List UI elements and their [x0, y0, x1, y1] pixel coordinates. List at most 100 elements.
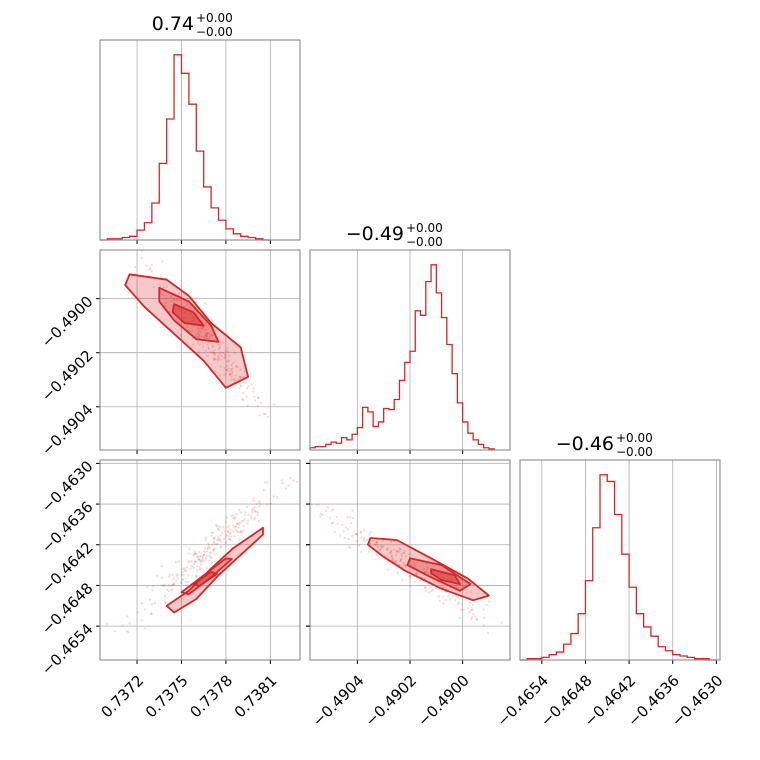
corner-3-2-sample-point — [414, 564, 417, 567]
corner-3-2-sample-point — [375, 540, 379, 543]
corner-2-1-sample-point — [175, 298, 178, 301]
corner-3-1-sample-point — [201, 558, 204, 561]
corner-2-1-sample-point — [149, 267, 152, 270]
corner-3-2-sample-point — [359, 536, 363, 539]
corner-3-1-sample-point — [170, 589, 173, 592]
corner-3-1-sample-point — [187, 561, 191, 564]
corner-3-1-sample-point — [256, 513, 259, 516]
corner-3-1-sample-point — [136, 611, 139, 614]
corner-2-1-sample-point — [196, 341, 199, 344]
corner-2-1-sample-point — [205, 332, 208, 335]
corner-2-1-contour-level-3 — [171, 303, 205, 327]
corner-2-1-sample-point — [231, 370, 234, 373]
diagonal-3-title: −0.46 +0.00−0.00 — [556, 431, 653, 459]
corner-3-1-sample-point — [238, 531, 241, 534]
corner-3-2-sample-point — [413, 561, 416, 564]
corner-3-1-sample-point — [217, 536, 220, 539]
corner-3-1-sample-point — [227, 538, 231, 541]
corner-3-1-sample-point — [296, 480, 299, 483]
corner-3-1-sample-point — [250, 511, 254, 514]
corner-3-1-sample-point — [163, 583, 166, 586]
corner-3-1-sample-point — [163, 594, 167, 598]
corner-3-1-sample-point — [234, 528, 237, 531]
corner-3-1-sample-point — [188, 548, 191, 551]
corner-3-2-sample-point — [326, 506, 329, 509]
corner-3-1-sample-point — [160, 576, 164, 579]
corner-2-1-sample-point — [231, 362, 235, 365]
corner-3-2-sample-point — [355, 533, 358, 536]
corner-3-1-sample-point — [193, 560, 196, 563]
corner-2-1-sample-point — [205, 334, 208, 337]
corner-2-1-sample-point — [228, 354, 231, 357]
corner-2-1-sample-point — [237, 365, 240, 369]
corner-3-1-sample-point — [240, 530, 243, 534]
corner-3-2-sample-point — [409, 574, 412, 578]
corner-3-1-sample-point — [210, 534, 213, 537]
corner-2-1-sample-point — [192, 343, 195, 346]
corner-2-1-sample-point — [196, 332, 199, 335]
corner-3-1-sample-point — [210, 561, 213, 564]
corner-2-1-sample-point — [173, 299, 176, 302]
corner-2-1-sample-point — [233, 378, 236, 381]
corner-3-1-sample-point — [258, 500, 261, 503]
corner-3-1-sample-point — [207, 542, 210, 545]
corner-2-1-sample-point — [213, 338, 216, 341]
corner-3-1-sample-point — [205, 567, 208, 570]
diagonal-2-title-plus: +0.00 — [406, 221, 443, 235]
corner-3-2-sample-point — [423, 586, 427, 589]
corner-3-1-sample-point — [160, 565, 163, 568]
corner-3-1-sample-point — [162, 584, 165, 587]
corner-3-2-sample-point — [388, 551, 391, 554]
corner-3-2-sample-point — [435, 587, 438, 590]
corner-3-1-sample-point — [230, 514, 233, 517]
corner-3-1-sample-point — [187, 560, 190, 563]
corner-3-2-sample-point — [448, 586, 452, 590]
corner-3-1-sample-point — [217, 525, 220, 528]
corner-3-2-sample-point — [390, 550, 393, 553]
corner-3-2-sample-point — [358, 544, 361, 547]
corner-2-1-sample-point — [207, 347, 210, 350]
corner-3-1-sample-point — [225, 526, 228, 529]
corner-3-2-sample-point — [394, 560, 397, 563]
corner-3-1-sample-point — [201, 555, 205, 559]
corner-3-1-sample-point — [212, 540, 215, 543]
corner-3-2-sample-point — [366, 538, 369, 541]
corner-2-1-sample-point — [148, 268, 151, 271]
corner-2-1-sample-point — [273, 403, 276, 406]
corner-2-1-sample-point — [198, 343, 201, 346]
corner-3-2-sample-point — [390, 555, 393, 558]
corner-3-2-sample-point — [482, 608, 485, 611]
corner-3-1-sample-point — [184, 580, 187, 583]
corner-3-1-sample-point — [203, 553, 206, 557]
corner-2-1-sample-point — [242, 398, 245, 402]
corner-3-1-sample-point — [204, 539, 207, 542]
corner-3-1-sample-point — [253, 506, 256, 509]
corner-2-1-sample-point — [227, 370, 230, 373]
corner-2-1-sample-point — [223, 366, 226, 369]
corner-2-1-sample-point — [219, 343, 222, 346]
corner-3-1-sample-point — [224, 521, 227, 524]
corner-3-2-sample-point — [332, 508, 335, 511]
corner-2-1-sample-point — [169, 295, 172, 298]
corner-3-1-sample-point — [183, 567, 186, 570]
corner-3-1-sample-point — [253, 518, 256, 521]
corner-3-1-sample-point — [228, 535, 231, 538]
corner-3-1-sample-point — [233, 535, 236, 538]
corner-3-1-sample-point — [258, 505, 261, 508]
corner-3-2-sample-point — [458, 616, 461, 620]
diagonal-3-title-minus: −0.00 — [616, 445, 653, 459]
corner-3-2-sample-point — [381, 545, 384, 548]
corner-2-1-sample-point — [197, 333, 200, 336]
corner-2-1-sample-point — [191, 324, 194, 327]
corner-3-1-sample-point — [236, 523, 239, 526]
corner-3-1-sample-point — [152, 585, 155, 588]
corner-2-1-sample-point — [196, 327, 199, 330]
corner-3-2-sample-point — [389, 552, 392, 555]
corner-2-1-sample-point — [218, 347, 221, 350]
corner-2-1-sample-point — [205, 334, 208, 337]
corner-3-1-sample-point — [258, 501, 261, 504]
corner-3-2-sample-point — [376, 542, 379, 545]
corner-2-1-sample-point — [253, 395, 256, 398]
corner-3-2-sample-point — [369, 531, 372, 534]
corner-2-1-sample-point — [194, 335, 197, 338]
